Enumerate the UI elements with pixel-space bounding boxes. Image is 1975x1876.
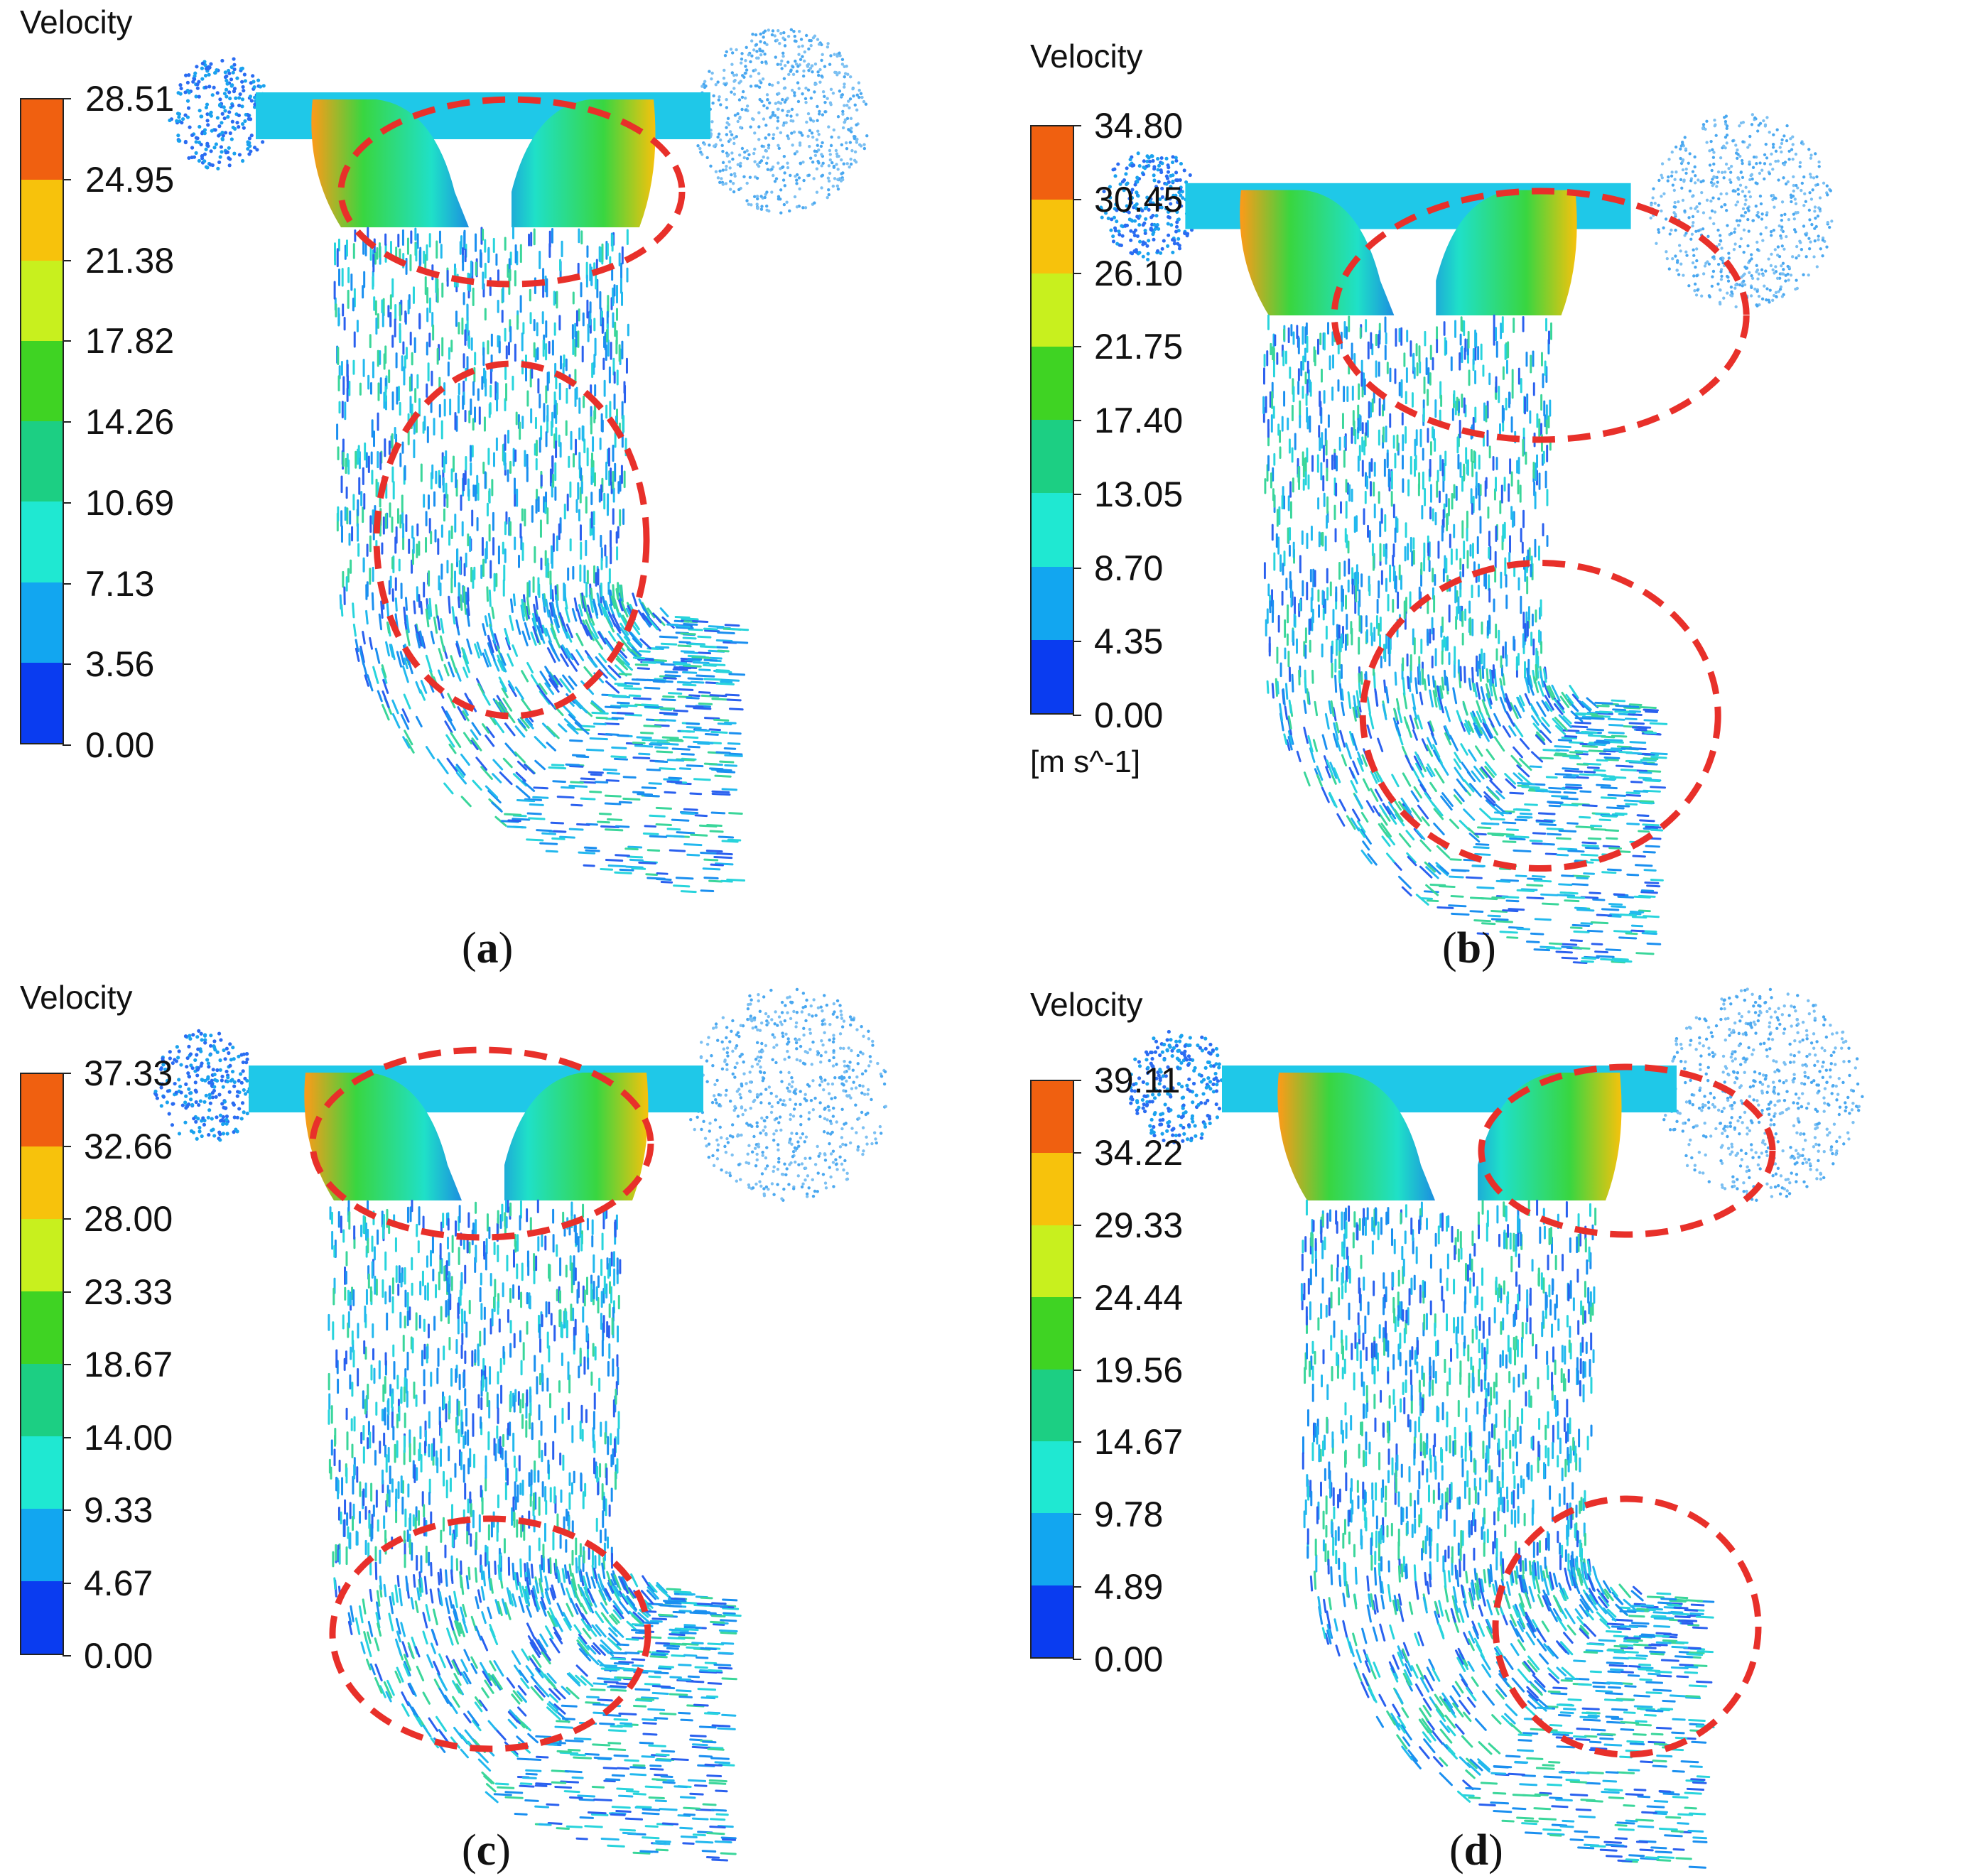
legend-tick-label: 18.67 [84,1344,173,1385]
right-inlet-bulb [1660,987,1863,1202]
color-scale-bar [20,98,64,744]
color-band [21,421,63,501]
legend-tick-label: 13.05 [1094,474,1183,515]
color-band [21,1291,63,1364]
right-inlet-bulb [687,988,887,1202]
legend-tick-label: 7.13 [85,563,154,604]
color-band [1032,1225,1073,1297]
color-band [1032,1370,1073,1441]
color-scale-bar [1030,1080,1074,1659]
legend-tick-label: 0.00 [84,1635,153,1676]
legend-title: Velocity [1030,37,1143,75]
color-scale-bar [20,1073,64,1655]
panel-caption: (c) [462,1826,511,1876]
legend-tick-label: 32.66 [84,1126,173,1167]
legend-tick-label: 9.33 [84,1490,153,1531]
legend-title: Velocity [20,3,133,41]
legend-tick-label: 9.78 [1094,1494,1163,1535]
color-band [1032,347,1073,420]
legend-tick-label: 39.11 [1094,1060,1180,1101]
color-band [1032,1297,1073,1369]
legend-tick-label: 17.82 [85,320,174,362]
legend-tick-label: 10.69 [85,482,174,524]
elbow-pipe-vectors [1302,1200,1714,1867]
legend-tick-label: 29.33 [1094,1205,1183,1246]
color-band [21,1581,63,1654]
legend-tick-label: 8.70 [1094,548,1163,589]
legend-tick-label: 0.00 [85,725,154,766]
color-band [1032,1585,1073,1657]
legend-tick-label: 37.33 [84,1053,173,1094]
panel-caption: (a) [462,923,513,974]
legend-tick-label: 14.26 [85,401,174,443]
color-band [1032,420,1073,493]
color-band [21,1219,63,1291]
color-scale-bar [1030,125,1074,715]
legend-tick-label: 28.51 [85,78,174,119]
legend-tick-label: 26.10 [1094,253,1183,294]
color-band [1032,493,1073,566]
color-band [1032,1153,1073,1225]
elbow-pipe-vectors [329,1200,740,1860]
legend-tick-label: 28.00 [84,1198,173,1240]
color-band [21,501,63,582]
color-band [21,180,63,260]
panel-b: Velocity 34.80 30.45 26.10 21.75 17.40 13.05 8.… [988,0,1975,973]
legend-tick-label: 34.22 [1094,1132,1183,1173]
color-band [21,99,63,180]
legend-title: Velocity [1030,985,1143,1024]
legend-tick-label: 34.80 [1094,105,1183,146]
legend-tick-label: 21.38 [85,240,174,281]
color-band [21,261,63,341]
legend-title: Velocity [20,978,133,1016]
legend-tick-label: 24.44 [1094,1277,1183,1318]
color-band [1032,640,1073,713]
color-band [1032,1513,1073,1585]
color-band [21,1074,63,1146]
color-band [21,341,63,421]
color-band [1032,273,1073,347]
legend-tick-label: 0.00 [1094,1639,1163,1680]
legend-tick-label: 4.67 [84,1563,153,1604]
legend-tick-label: 4.89 [1094,1566,1163,1607]
panel-a: Velocity 28.51 24.95 21.38 17.82 14.26 10.69 7.… [0,0,988,973]
legend-tick-label: 19.56 [1094,1350,1183,1391]
right-inlet-bulb [693,28,868,215]
legend-tick-label: 24.95 [85,159,174,200]
color-band [21,1146,63,1219]
panel-caption: (d) [1449,1826,1503,1876]
panel-caption: (b) [1442,923,1496,974]
panel-c: Velocity 37.33 32.66 28.00 23.33 18.67 14.00 9.… [0,973,988,1871]
legend-tick-label: 21.75 [1094,326,1183,367]
legend-tick-label: 4.35 [1094,621,1163,662]
color-band [1032,1441,1073,1513]
legend-tick-label: 0.00 [1094,695,1163,736]
color-band [1032,200,1073,273]
color-band [1032,567,1073,640]
legend-tick-label: 3.56 [85,644,154,685]
legend-tick-label: 30.45 [1094,179,1183,220]
color-band [21,663,63,743]
elbow-pipe-vectors [1264,315,1667,963]
right-inlet-bulb [1650,113,1834,308]
color-band [21,1364,63,1436]
elbow-pipe-vectors [335,227,748,891]
legend-tick-label: 23.33 [84,1272,173,1313]
color-band [1032,126,1073,200]
color-band [1032,1081,1073,1153]
panel-d: Velocity 39.11 34.22 29.33 24.44 19.56 14.67 9.… [988,973,1975,1871]
legend-tick-label: 14.67 [1094,1421,1183,1463]
legend-unit: [m s^-1] [1030,744,1140,780]
legend-tick-label: 17.40 [1094,400,1183,441]
color-band [21,582,63,663]
color-band [21,1436,63,1509]
color-band [21,1509,63,1581]
left-inlet-bulb [168,57,271,170]
legend-tick-label: 14.00 [84,1417,173,1458]
